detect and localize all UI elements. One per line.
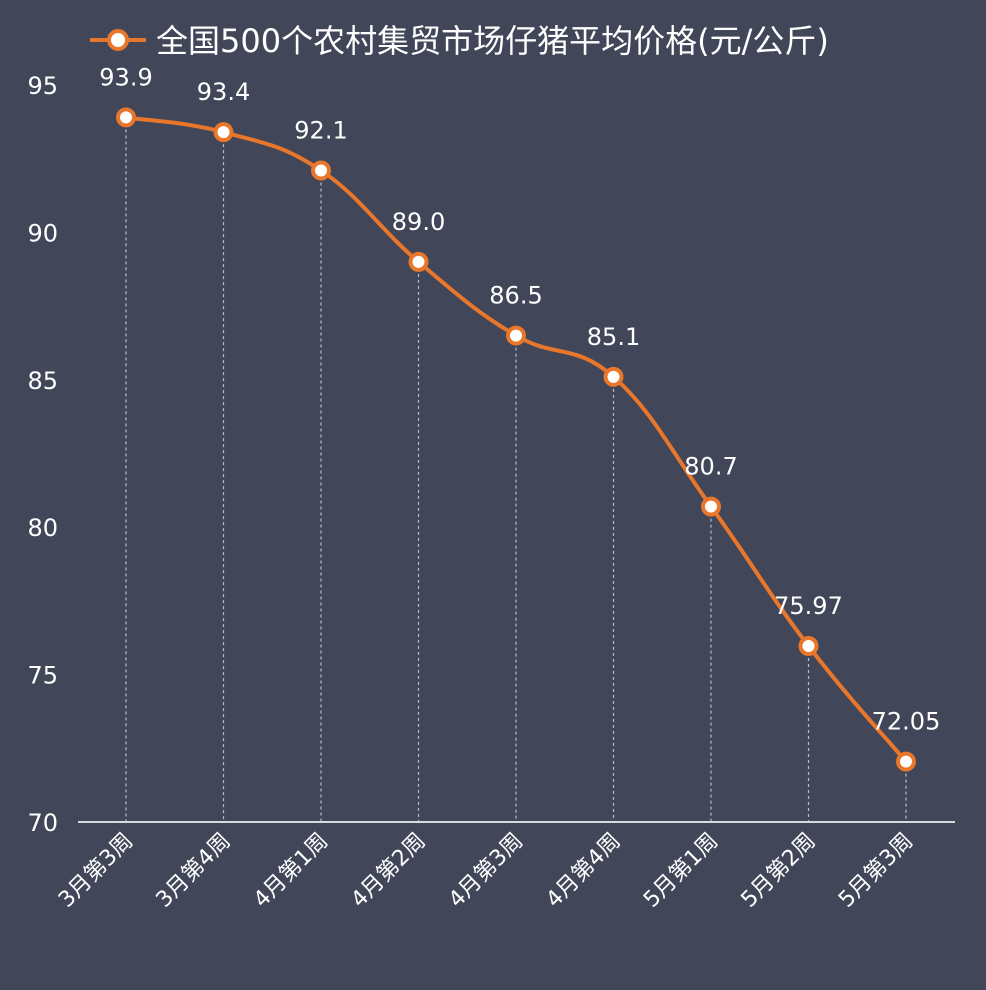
y-tick-label: 95 (27, 72, 58, 100)
data-point (116, 107, 136, 128)
data-point (506, 325, 526, 346)
data-label: 85.1 (587, 323, 640, 351)
data-point (603, 366, 624, 387)
legend: 全国500个农村集贸市场仔猪平均价格(元/公斤) (90, 22, 829, 60)
data-label: 92.1 (294, 116, 347, 144)
series-line (125, 115, 908, 763)
data-point (701, 496, 721, 517)
x-tick-label: 5月第3周 (834, 829, 918, 913)
y-tick-label: 80 (27, 514, 58, 542)
data-label: 93.9 (99, 63, 152, 91)
x-tick-label: 3月第4周 (152, 829, 236, 913)
legend-label: 全国500个农村集贸市场仔猪平均价格(元/公斤) (156, 22, 829, 60)
data-label: 80.7 (684, 453, 737, 481)
x-tick-label: 4月第1周 (249, 829, 333, 913)
x-tick-label: 3月第3周 (54, 829, 138, 913)
x-tick-label: 4月第3周 (444, 829, 528, 913)
data-point (408, 251, 429, 272)
x-tick-label: 4月第2周 (347, 829, 431, 913)
data-label: 89.0 (392, 208, 445, 236)
x-tick-label: 4月第4周 (542, 829, 626, 913)
data-point (213, 122, 234, 143)
legend-marker (107, 29, 129, 51)
data-point (311, 160, 331, 181)
data-point (896, 751, 916, 772)
data-label: 75.97 (774, 592, 843, 620)
y-tick-label: 90 (27, 219, 58, 247)
data-label: 93.4 (197, 78, 250, 106)
x-tick-label: 5月第1周 (639, 829, 723, 913)
y-tick-label: 70 (27, 809, 58, 837)
data-point (798, 636, 819, 657)
data-label: 86.5 (489, 282, 542, 310)
y-tick-label: 75 (27, 662, 58, 690)
x-tick-label: 5月第2周 (737, 829, 821, 913)
data-label: 72.05 (872, 708, 941, 736)
y-tick-label: 85 (27, 367, 58, 395)
